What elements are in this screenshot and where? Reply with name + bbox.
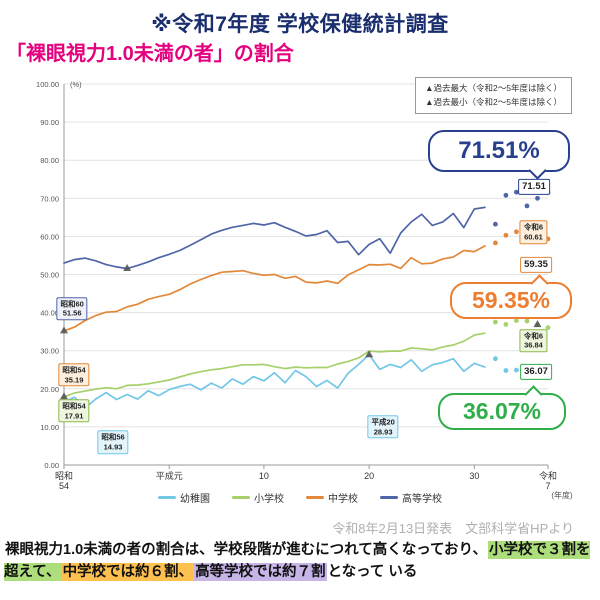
legend-swatch-icon: [232, 496, 250, 499]
legend-swatch-icon: [306, 496, 324, 499]
summary-segment: 高等学校では約７割: [194, 562, 327, 581]
svg-text:100.00: 100.00: [36, 80, 59, 89]
page-subtitle: 「裸眼視力1.0未満の者」の割合: [6, 43, 294, 65]
legend-item: 幼稚園: [158, 490, 210, 505]
series-layer: [63, 189, 551, 409]
svg-text:7: 7: [545, 481, 550, 491]
svg-text:90.00: 90.00: [40, 118, 59, 127]
svg-text:昭和: 昭和: [55, 471, 73, 481]
marker-layer: [60, 229, 542, 411]
svg-text:54: 54: [59, 481, 69, 491]
min-max-legend: ▲過去最大（令和2～5年度は除く） ▲過去最小（令和2～5年度は除く）: [415, 77, 572, 114]
source-note: 令和8年2月13日発表 文部科学省HPより: [332, 521, 574, 536]
svg-text:70.00: 70.00: [40, 194, 59, 203]
summary-segment: 裸眼視力1.0未満の者の割合は、学校段階が進むにつれて高くなっており、: [5, 542, 487, 558]
callout-elementary: 36.07%: [438, 393, 566, 430]
svg-text:10: 10: [259, 471, 269, 481]
callout-junior-high-value: 59.35%: [471, 287, 550, 313]
grid-layer: 0.00 10.00 20.00 30.00 40.00 50.00 60.00 70.00 8…: [36, 80, 548, 470]
x-axis-layer: 昭和54 平成元 10 20 30 令和7(年度): [55, 465, 573, 500]
legend-label: 幼稚園: [180, 494, 210, 505]
legend-label: 中学校: [328, 494, 358, 505]
svg-text:(%): (%): [70, 80, 82, 89]
callout-junior-high: 59.35%: [450, 282, 572, 319]
vision-rate-chart: 0.00 10.00 20.00 30.00 40.00 50.00 60.00 70.00 8…: [8, 70, 592, 510]
legend-item: 高等学校: [380, 490, 442, 505]
svg-text:20.00: 20.00: [40, 385, 59, 394]
svg-text:10.00: 10.00: [40, 423, 59, 432]
svg-text:30.00: 30.00: [40, 347, 59, 356]
svg-text:40.00: 40.00: [40, 309, 59, 318]
svg-text:50.00: 50.00: [40, 271, 59, 280]
summary-text: 裸眼視力1.0未満の者の割合は、学校段階が進むにつれて高くなっており、 小学校で３…: [4, 540, 597, 584]
callout-elementary-value: 36.07%: [462, 398, 541, 424]
callout-high-school-value: 71.51%: [458, 137, 540, 164]
legend-item: 中学校: [306, 490, 358, 505]
page-title: ※令和7年度 学校保健統計調査: [151, 13, 449, 36]
callout-high-school: 71.51%: [428, 130, 570, 172]
legend-label: 高等学校: [402, 494, 442, 505]
legend-item: 小学校: [232, 490, 284, 505]
svg-text:令和: 令和: [539, 470, 557, 481]
legend-label: 小学校: [254, 494, 284, 505]
summary-segment: となって いる: [327, 563, 418, 580]
svg-text:20: 20: [364, 471, 374, 481]
series-legend: 幼稚園 小学校 中学校 高等学校: [8, 490, 592, 505]
svg-text:80.00: 80.00: [40, 156, 59, 165]
svg-text:(年度): (年度): [551, 490, 573, 500]
legend-max-note: ▲過去最大（令和2～5年度は除く）: [425, 83, 562, 93]
svg-text:30: 30: [469, 471, 479, 481]
svg-text:平成元: 平成元: [156, 470, 183, 481]
svg-text:60.00: 60.00: [40, 232, 59, 241]
summary-segment: 中学校では約６割、: [61, 562, 195, 581]
legend-min-note: ▲過去最小（令和2～5年度は除く）: [425, 97, 562, 108]
svg-text:0.00: 0.00: [44, 461, 59, 470]
legend-swatch-icon: [158, 496, 176, 499]
legend-swatch-icon: [380, 496, 398, 499]
